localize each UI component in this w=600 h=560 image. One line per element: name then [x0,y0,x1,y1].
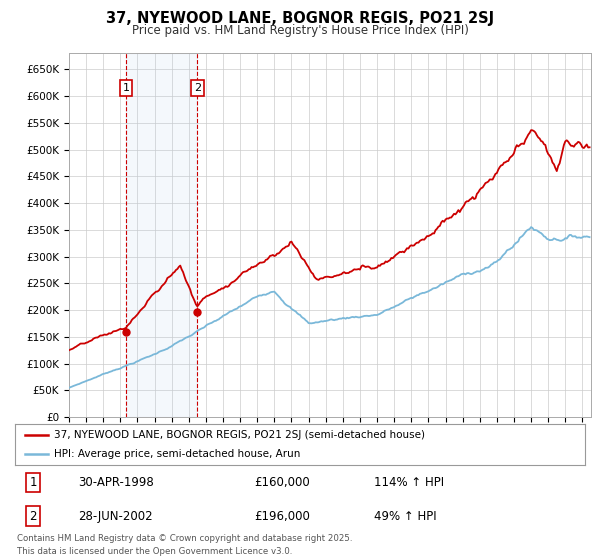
Text: £160,000: £160,000 [254,476,310,489]
Text: £196,000: £196,000 [254,510,310,522]
Text: Contains HM Land Registry data © Crown copyright and database right 2025.
This d: Contains HM Land Registry data © Crown c… [17,534,352,556]
Bar [126,53,197,417]
Text: 37, NYEWOOD LANE, BOGNOR REGIS, PO21 2SJ: 37, NYEWOOD LANE, BOGNOR REGIS, PO21 2SJ [106,11,494,26]
Text: 28-JUN-2002: 28-JUN-2002 [78,510,152,522]
Text: 2: 2 [29,510,37,522]
Text: 49% ↑ HPI: 49% ↑ HPI [374,510,437,522]
Text: 114% ↑ HPI: 114% ↑ HPI [374,476,444,489]
Text: 2: 2 [194,83,201,93]
Text: 30-APR-1998: 30-APR-1998 [78,476,154,489]
Text: Price paid vs. HM Land Registry's House Price Index (HPI): Price paid vs. HM Land Registry's House … [131,24,469,36]
Text: 1: 1 [29,476,37,489]
Text: 37, NYEWOOD LANE, BOGNOR REGIS, PO21 2SJ (semi-detached house): 37, NYEWOOD LANE, BOGNOR REGIS, PO21 2SJ… [54,430,425,440]
Text: 1: 1 [122,83,130,93]
Text: HPI: Average price, semi-detached house, Arun: HPI: Average price, semi-detached house,… [54,449,300,459]
